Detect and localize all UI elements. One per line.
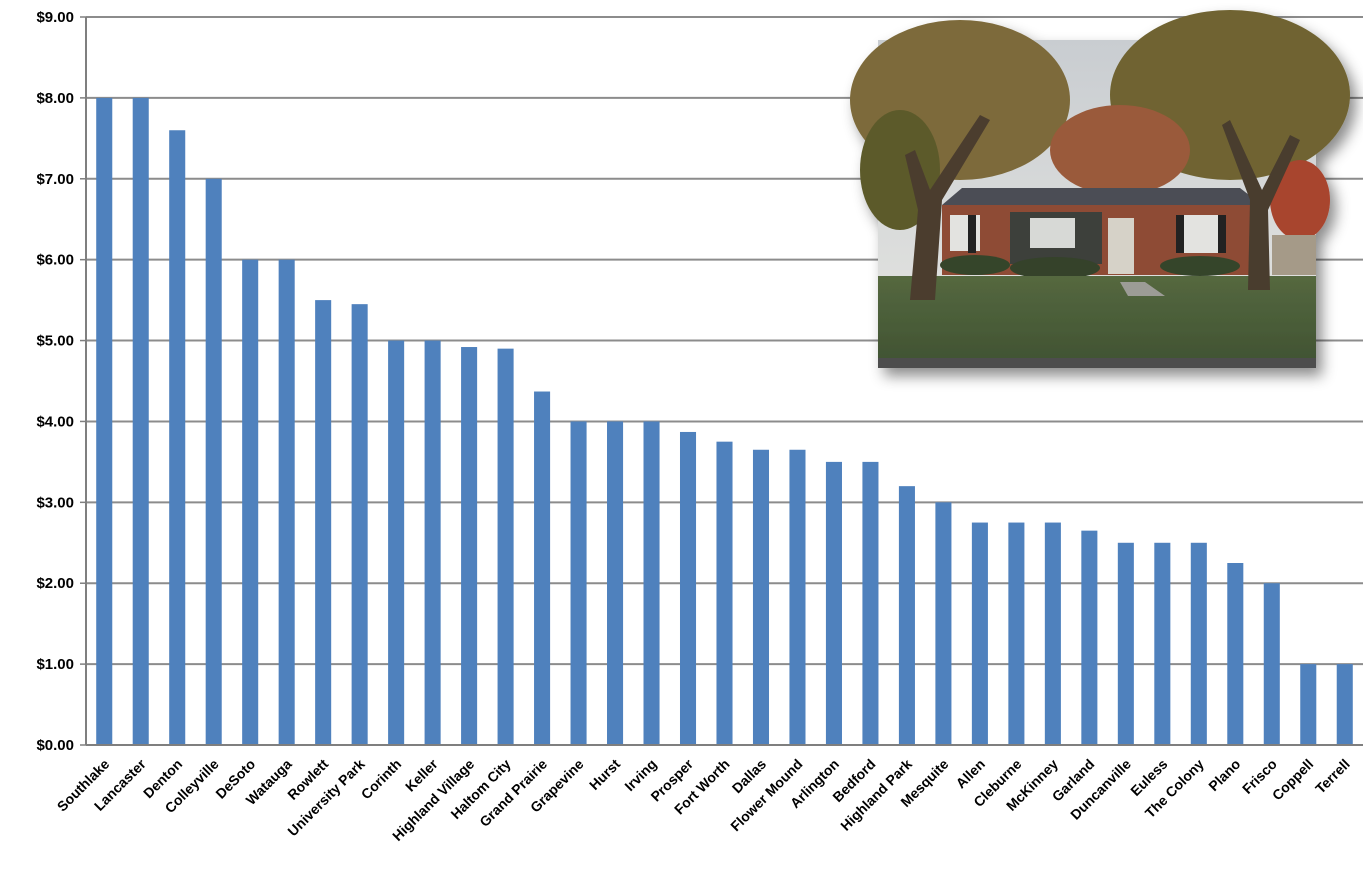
bar [825,461,842,745]
bar [935,502,952,745]
axes [80,16,1363,746]
bar [1044,522,1061,745]
bar [752,449,770,745]
x-tick-label: Terrell [1312,756,1353,797]
x-tick-label: Hurst [586,756,623,793]
bar [971,522,988,745]
bar [534,391,551,745]
bar [643,421,660,745]
bar [716,441,733,745]
bar [205,178,222,745]
y-tick-label: $1.00 [36,656,74,673]
bar [1227,563,1244,745]
bar [1263,583,1280,745]
bar [388,340,405,745]
y-tick-label: $9.00 [36,9,74,26]
bar [169,130,186,745]
bar [1190,542,1207,745]
bar [424,340,441,745]
bar [242,259,259,745]
y-tick-label: $0.00 [36,737,74,754]
bar [96,97,113,745]
bar [351,304,368,745]
y-tick-label: $3.00 [36,494,74,511]
bars [96,97,1353,745]
bar [497,348,514,745]
bar [1300,664,1317,745]
bar [898,486,915,745]
bar [315,300,332,745]
gridlines [86,16,1363,666]
y-tick-labels: $0.00 $1.00 $2.00 $3.00 $4.00 $5.00 $6.00 $7.00… [36,9,74,754]
bar [862,461,879,745]
bar [132,97,149,745]
y-tick-label: $5.00 [36,333,74,350]
x-tick-label: Coppell [1269,756,1317,804]
y-tick-label: $6.00 [36,252,74,269]
x-tick-label: Plano [1205,756,1243,794]
bar [278,259,295,745]
bar [461,347,478,745]
y-tick-label: $7.00 [36,171,74,188]
bar [1336,664,1353,745]
y-tick-label: $8.00 [36,90,74,107]
y-tick-label: $4.00 [36,413,74,430]
x-tick-label: Corinth [358,756,405,803]
bar [1008,522,1025,745]
bar [1154,542,1171,745]
bar [1117,542,1134,745]
bar [789,449,806,745]
house-photo [850,10,1350,368]
bar [1081,530,1098,745]
bar [607,421,624,745]
bar [679,431,697,745]
bar [570,421,587,745]
x-tick-labels: SouthlakeLancasterDentonColleyvilleDeSot… [54,755,1353,844]
y-tick-label: $2.00 [36,575,74,592]
